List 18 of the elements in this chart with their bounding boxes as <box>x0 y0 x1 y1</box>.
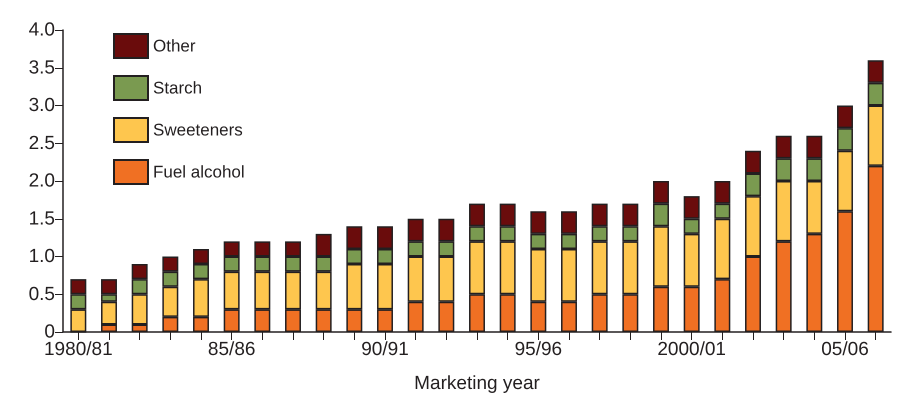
y-tick-label: 2.5 <box>28 132 55 154</box>
x-axis-title: Marketing year <box>414 373 540 394</box>
y-tick-label: 1.0 <box>28 246 55 267</box>
y-tick-label: 1.5 <box>28 208 55 230</box>
y-tick-label: 3.0 <box>28 95 55 116</box>
x-tick-label: 90/91 <box>361 339 409 360</box>
x-tick-label: 85/86 <box>208 339 256 360</box>
legend-label: Sweeteners <box>153 120 243 140</box>
x-tick-label: 95/96 <box>514 339 562 360</box>
legend-label: Other <box>153 36 196 56</box>
legend-label: Fuel alcohol <box>153 162 245 182</box>
x-tick-label: 05/06 <box>821 339 869 360</box>
y-tick-label: 2.0 <box>28 170 55 192</box>
x-tick-label: 2000/01 <box>657 339 726 360</box>
y-tick-label: 0.5 <box>28 284 55 305</box>
legend-label: Starch <box>153 78 202 98</box>
y-tick-label: 3.5 <box>28 57 55 78</box>
y-tick-label: 4.0 <box>28 20 55 40</box>
